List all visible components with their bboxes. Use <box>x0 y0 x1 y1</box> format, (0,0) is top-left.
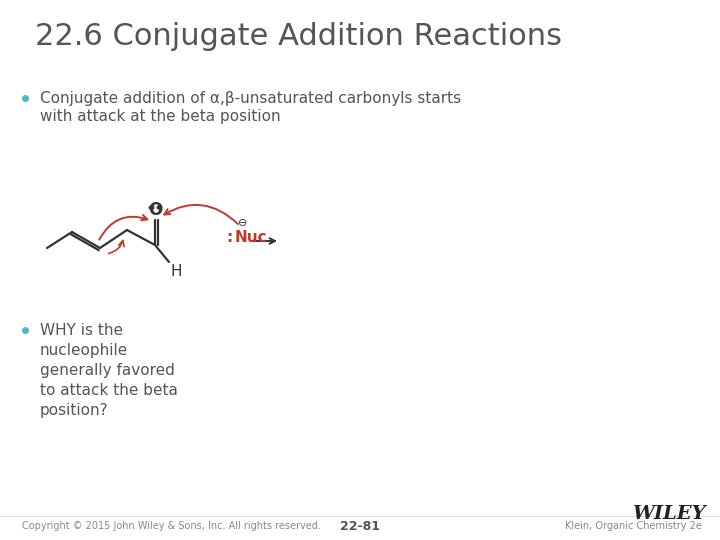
Text: nucleophile: nucleophile <box>40 343 128 358</box>
Text: to attack the beta: to attack the beta <box>40 383 178 398</box>
Text: with attack at the beta position: with attack at the beta position <box>40 109 281 124</box>
Text: generally favored: generally favored <box>40 363 175 378</box>
Text: O: O <box>148 201 162 219</box>
Text: H: H <box>171 264 182 279</box>
Text: ⊖: ⊖ <box>238 218 248 228</box>
Text: 22.6 Conjugate Addition Reactions: 22.6 Conjugate Addition Reactions <box>35 22 562 51</box>
Text: position?: position? <box>40 403 109 418</box>
Text: WHY is the: WHY is the <box>40 323 123 338</box>
Text: Klein, Organic Chemistry 2e: Klein, Organic Chemistry 2e <box>565 521 702 531</box>
Text: Copyright © 2015 John Wiley & Sons, Inc. All rights reserved.: Copyright © 2015 John Wiley & Sons, Inc.… <box>22 521 321 531</box>
Text: 22-81: 22-81 <box>340 520 380 533</box>
Text: Conjugate addition of α,β-unsaturated carbonyls starts: Conjugate addition of α,β-unsaturated ca… <box>40 91 461 106</box>
Text: Nuc: Nuc <box>235 231 268 246</box>
Text: :: : <box>227 231 233 246</box>
Text: WILEY: WILEY <box>632 505 706 523</box>
